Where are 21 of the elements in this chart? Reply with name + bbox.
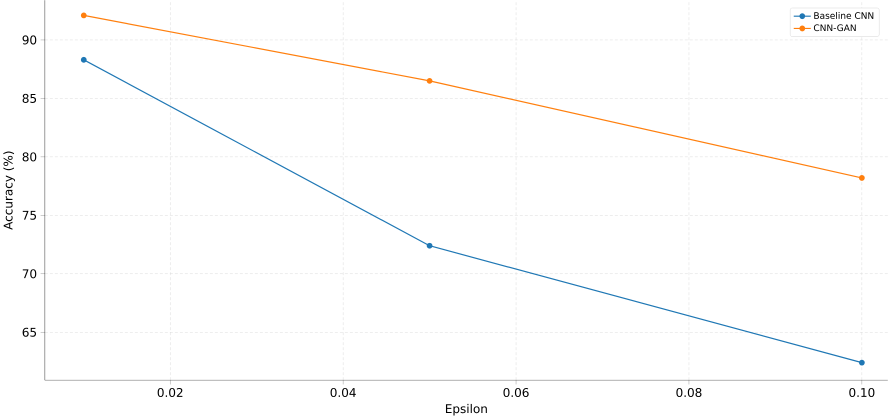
point <box>858 360 865 366</box>
legend-label: Baseline CNN <box>814 12 874 20</box>
x-tick-label: 0.10 <box>849 388 874 398</box>
y-tick-label: 90 <box>22 35 36 45</box>
y-axis-title: Accuracy (%) <box>3 152 15 230</box>
x-axis-title: Epsilon <box>446 404 487 416</box>
x-tick-label: 0.04 <box>330 388 356 398</box>
point <box>426 242 432 249</box>
point <box>80 56 87 63</box>
x-tick-label: 0.08 <box>676 388 702 398</box>
x-tick-label: 0.02 <box>158 388 182 398</box>
point <box>426 78 432 84</box>
legend-label: CNN-GAN <box>814 24 856 32</box>
point <box>80 12 87 18</box>
x-tick-label: 0.06 <box>503 388 529 398</box>
y-tick-label: 75 <box>22 210 36 220</box>
y-tick-label: 70 <box>22 269 36 278</box>
y-tick-label: 65 <box>22 328 36 337</box>
y-tick-label: 85 <box>22 94 36 104</box>
y-tick-label: 80 <box>22 152 36 162</box>
point <box>858 175 865 181</box>
